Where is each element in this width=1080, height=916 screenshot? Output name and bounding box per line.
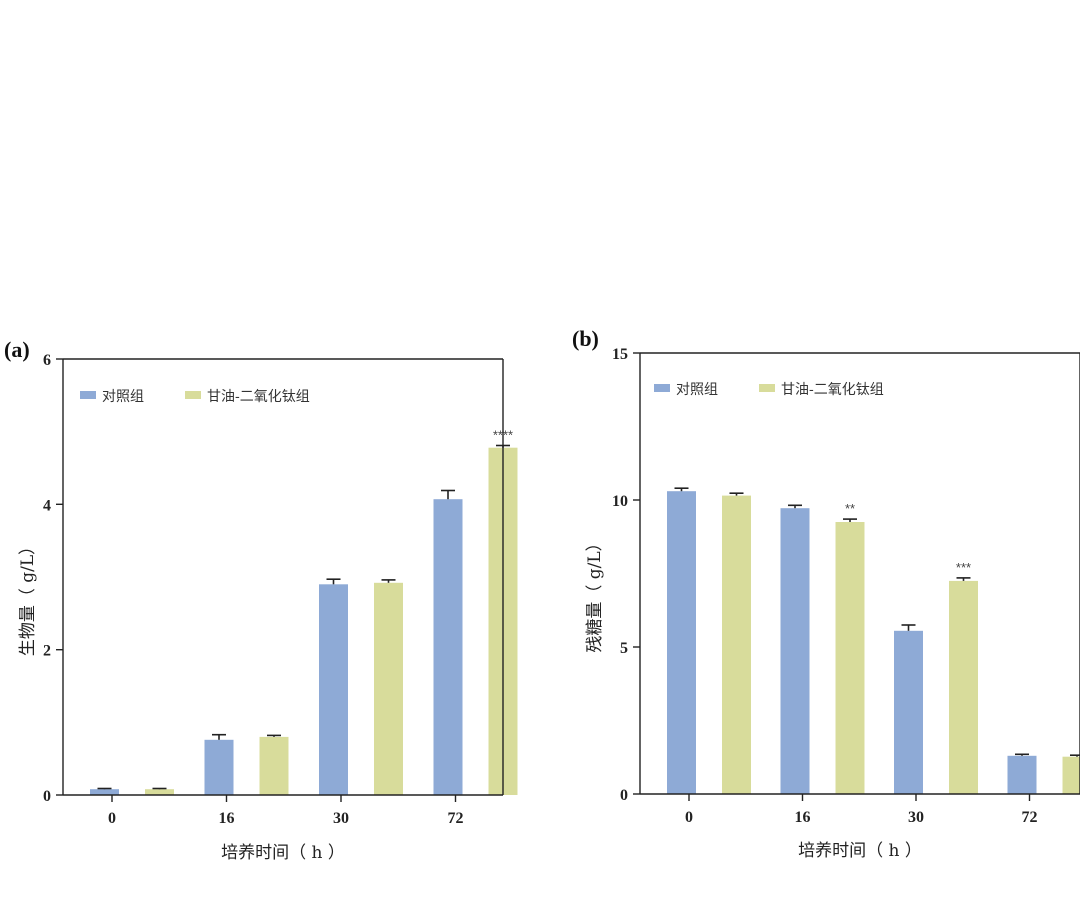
bar-treatment-16 bbox=[835, 522, 865, 794]
legend-label-control: 对照组 bbox=[676, 382, 718, 398]
bar-control-30 bbox=[319, 584, 348, 795]
bar-control-0 bbox=[667, 491, 696, 794]
bar-control-16 bbox=[780, 508, 810, 794]
bar-treatment-16 bbox=[259, 736, 289, 795]
legend-swatch-treatment bbox=[759, 384, 775, 392]
legend-swatch-control bbox=[80, 391, 96, 399]
x-tick-label: 72 bbox=[448, 810, 464, 827]
y-tick-label: 0 bbox=[620, 787, 628, 804]
bar-treatment-0 bbox=[145, 789, 174, 795]
x-tick-label: 16 bbox=[219, 810, 235, 827]
x-tick-label: 72 bbox=[1022, 809, 1038, 826]
x-axis-title: 培养时间（ h ） bbox=[221, 843, 345, 863]
bar-treatment-30 bbox=[374, 582, 403, 795]
bar-control-30 bbox=[894, 630, 923, 794]
bar-control-16 bbox=[204, 739, 234, 795]
y-tick-label: 2 bbox=[43, 643, 51, 660]
y-tick-label: 10 bbox=[612, 493, 628, 510]
panel-label: (a) bbox=[4, 337, 30, 362]
significance-mark-16: ** bbox=[845, 501, 855, 516]
chart-panel-a: (a)****02460 16 30 72培养时间（ h ）生物量（ g/L）对照组甘… bbox=[4, 337, 518, 863]
x-tick-label: 0 bbox=[685, 809, 693, 826]
x-tick-label: 30 bbox=[333, 810, 349, 827]
legend-label-treatment: 甘油-二氧化钛组 bbox=[207, 389, 310, 405]
bar-control-72 bbox=[433, 499, 463, 795]
y-tick-label: 15 bbox=[612, 346, 628, 363]
bar-control-72 bbox=[1007, 755, 1037, 794]
bar-treatment-72 bbox=[1062, 756, 1080, 794]
bar-treatment-0 bbox=[722, 495, 751, 794]
y-tick-label: 4 bbox=[43, 497, 51, 514]
bar-control-0 bbox=[90, 789, 119, 795]
x-tick-label: 30 bbox=[908, 809, 924, 826]
y-tick-label: 0 bbox=[43, 788, 51, 805]
bar-treatment-30 bbox=[949, 580, 978, 794]
legend-label-treatment: 甘油-二氧化钛组 bbox=[781, 382, 884, 398]
legend-swatch-treatment bbox=[185, 391, 201, 399]
x-tick-label: 0 bbox=[108, 810, 116, 827]
x-tick-label: 16 bbox=[795, 809, 811, 826]
y-axis-title: 生物量（ g/L） bbox=[18, 538, 38, 656]
y-tick-label: 5 bbox=[620, 640, 628, 657]
x-axis-title: 培养时间（ h ） bbox=[798, 841, 922, 861]
y-tick-label: 6 bbox=[43, 352, 51, 369]
legend-swatch-control bbox=[654, 384, 670, 392]
y-axis-title: 残糖量（ g/L） bbox=[585, 534, 605, 652]
panel-label: (b) bbox=[572, 326, 599, 351]
legend-label-control: 对照组 bbox=[102, 389, 144, 405]
significance-mark-30: *** bbox=[956, 560, 971, 575]
